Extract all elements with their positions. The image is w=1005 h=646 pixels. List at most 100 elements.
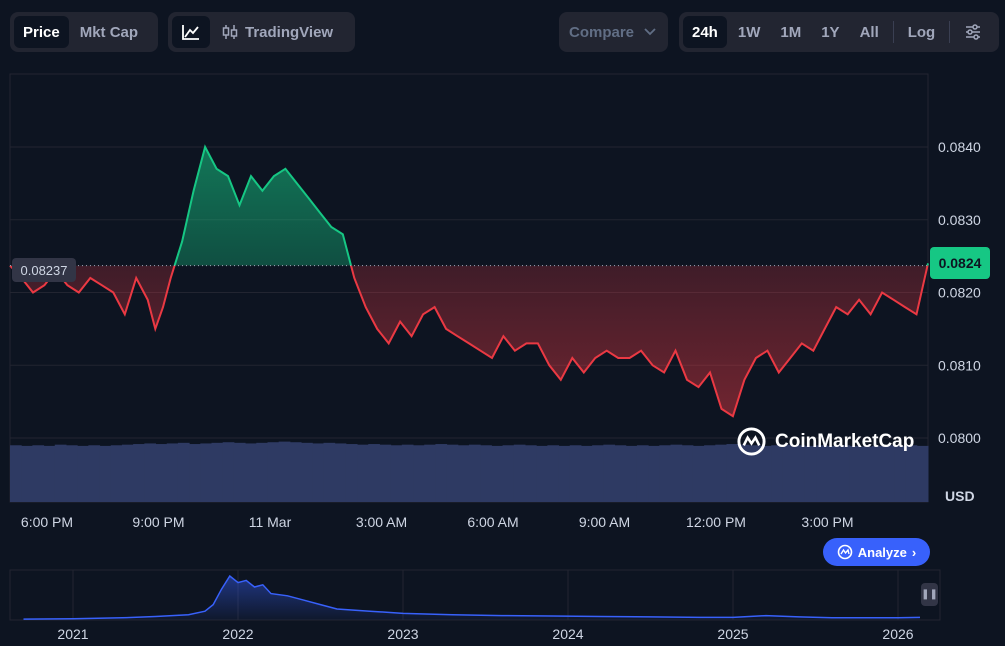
price-tab[interactable]: Price — [14, 16, 69, 48]
volume-bar — [222, 442, 235, 502]
mktcap-tab[interactable]: Mkt Cap — [79, 23, 139, 41]
volume-bar — [894, 445, 907, 502]
volume-bar — [301, 442, 313, 502]
volume-bar — [816, 445, 828, 502]
x-tick-label: 6:00 PM — [21, 514, 73, 530]
coinmarketcap-logo-icon — [737, 427, 766, 456]
volume-bar — [155, 444, 168, 502]
volume-bar — [345, 444, 358, 502]
line-chart-icon — [182, 25, 199, 40]
x-tick-label: 9:00 PM — [132, 514, 184, 530]
volume-bar — [636, 445, 649, 502]
price-line-down — [9, 265, 929, 418]
overview-year-label: 2023 — [387, 626, 418, 642]
volume-bar — [245, 443, 257, 502]
unit-label: USD — [945, 488, 975, 504]
volume-bar — [77, 445, 89, 502]
volume-bar — [88, 445, 101, 502]
analyze-icon — [837, 544, 853, 560]
volume-bar — [121, 444, 134, 502]
volume-bar — [480, 445, 492, 502]
volume-bar — [323, 442, 336, 502]
volume-bar — [177, 442, 190, 502]
volume-bar — [166, 443, 179, 502]
log-scale-button[interactable]: Log — [907, 23, 936, 41]
line-chart-button[interactable] — [172, 16, 210, 48]
volume-bar — [491, 445, 504, 502]
range-all[interactable]: All — [859, 23, 879, 41]
volume-bar — [580, 445, 593, 502]
range-1w[interactable]: 1W — [737, 23, 761, 41]
overview-year-label: 2026 — [882, 626, 913, 642]
volume-bar — [469, 444, 481, 502]
volume-bar — [603, 444, 616, 502]
tradingview-button[interactable]: TradingView — [212, 16, 342, 48]
x-tick-label: 9:00 AM — [579, 514, 630, 530]
volume-bar — [10, 445, 22, 502]
volume-bar — [681, 445, 694, 502]
overview-line — [23, 574, 921, 620]
overview-year-label: 2022 — [222, 626, 253, 642]
y-tick-label: 0.0820 — [938, 285, 981, 301]
x-tick-label: 6:00 AM — [467, 514, 518, 530]
volume-bar — [569, 445, 582, 502]
volume-bar — [379, 444, 392, 502]
volume-bar — [368, 444, 380, 502]
volume-bar — [502, 445, 515, 502]
area-fill-up — [10, 147, 928, 266]
volume-bar — [99, 445, 112, 502]
volume-bar — [110, 445, 123, 502]
volume-bar — [200, 443, 213, 502]
analyze-button[interactable]: Analyze › — [823, 538, 930, 566]
volume-bar — [289, 442, 302, 502]
candlestick-icon — [222, 25, 238, 39]
volume-bar — [334, 443, 347, 502]
volume-bar — [916, 445, 929, 502]
overview-year-label: 2025 — [717, 626, 748, 642]
volume-bar — [748, 445, 761, 502]
volume-bar — [625, 445, 638, 502]
volume-bar — [726, 444, 739, 502]
y-tick-label: 0.0840 — [938, 139, 981, 155]
current-price-badge: 0.0824 — [930, 247, 990, 279]
volume-bar — [21, 445, 33, 502]
volume-bar — [435, 444, 448, 502]
divider — [949, 21, 951, 43]
range-1m[interactable]: 1M — [780, 23, 802, 41]
compare-dropdown[interactable]: Compare — [559, 12, 668, 52]
volume-bar — [793, 445, 806, 502]
overview-year-label: 2021 — [57, 626, 88, 642]
range-1y[interactable]: 1Y — [821, 23, 840, 41]
volume-bar — [413, 445, 425, 502]
area-fill-down — [10, 265, 928, 417]
volume-bar — [648, 445, 660, 502]
volume-bar — [592, 445, 604, 502]
volume-bar — [771, 445, 783, 502]
pause-icon[interactable]: ❚❚ — [921, 583, 938, 606]
volume-bar — [547, 445, 560, 502]
y-tick-label: 0.0800 — [938, 430, 981, 446]
volume-bar — [692, 445, 705, 502]
volume-bar — [278, 441, 291, 502]
volume-bar — [233, 442, 246, 502]
x-tick-label: 11 Mar — [249, 514, 292, 530]
overview-area — [23, 576, 920, 620]
volume-bar — [849, 445, 862, 502]
volume-bar — [524, 445, 537, 502]
volume-bar — [614, 445, 627, 502]
x-tick-label: 3:00 AM — [356, 514, 407, 530]
volume-bar — [838, 445, 851, 502]
volume-bar — [513, 444, 526, 502]
x-tick-label: 12:00 PM — [686, 514, 746, 530]
open-price-badge: 0.08237 — [12, 258, 76, 282]
y-tick-label: 0.0830 — [938, 212, 981, 228]
volume-bar — [65, 445, 78, 502]
volume-bar — [558, 445, 571, 502]
volume-bar — [189, 444, 201, 502]
volume-bar — [804, 445, 817, 502]
settings-button[interactable] — [955, 16, 991, 48]
volume-bar — [872, 445, 884, 502]
range-24h[interactable]: 24h — [683, 16, 727, 48]
volume-bar — [43, 445, 56, 502]
